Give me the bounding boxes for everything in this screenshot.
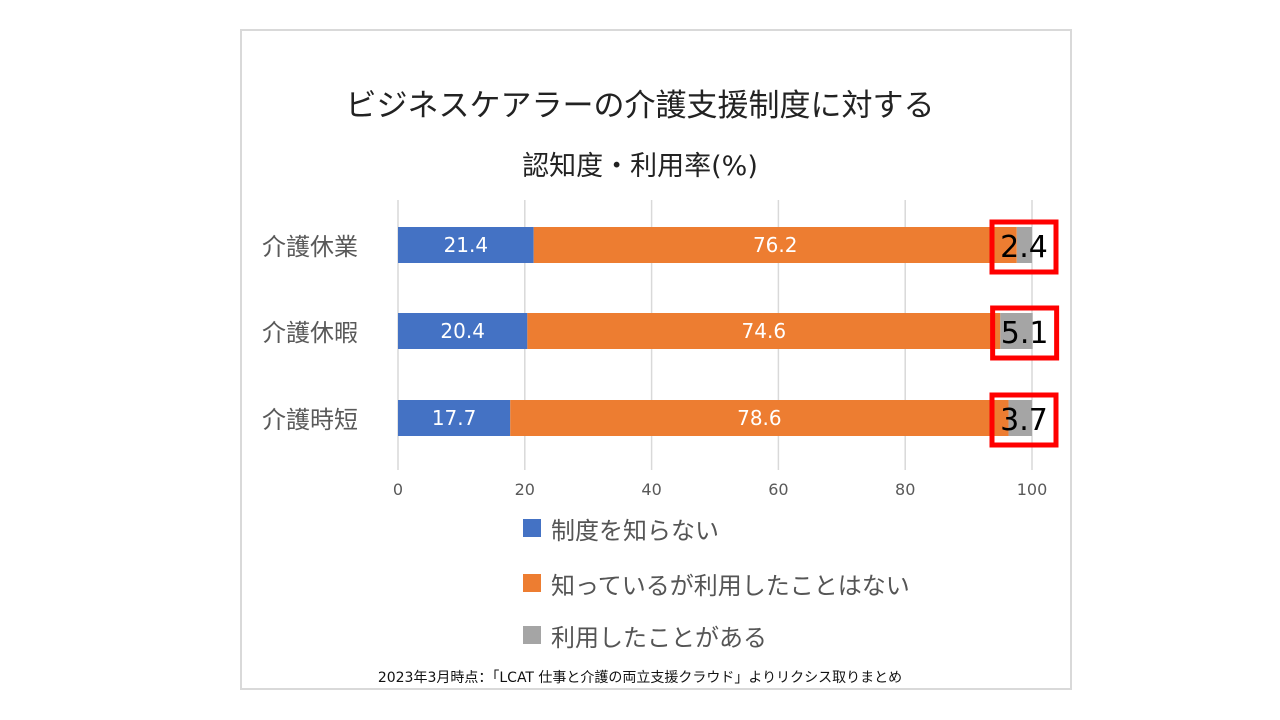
data-label-highlighted: 2.4 — [1000, 230, 1048, 265]
legend-swatch — [523, 626, 541, 644]
x-tick-label: 40 — [641, 480, 661, 499]
category-label: 介護休業 — [262, 233, 358, 261]
data-label: 74.6 — [742, 319, 787, 343]
category-label: 介護時短 — [262, 406, 358, 434]
legend-item: 制度を知らない — [523, 513, 719, 545]
chart-subtitle: 認知度・利用率(%) — [522, 151, 758, 182]
data-label-highlighted: 5.1 — [1001, 316, 1049, 351]
source-note: 2023年3月時点：「LCAT 仕事と介護の両立支援クラウド」よりリクシス取りま… — [377, 670, 903, 686]
legend-item: 知っているが利用したことはない — [523, 568, 910, 600]
bar-segment — [398, 227, 534, 263]
bar-segment — [527, 313, 1001, 349]
bar-segment — [510, 400, 1009, 436]
data-label: 21.4 — [444, 233, 489, 257]
legend-swatch — [523, 574, 541, 592]
bar-segment — [533, 227, 1017, 263]
data-label: 20.4 — [440, 319, 485, 343]
legend-label: 知っているが利用したことはない — [551, 571, 910, 600]
legend-swatch — [523, 519, 541, 537]
highlight-box — [989, 392, 1059, 448]
x-tick-label: 100 — [1017, 480, 1048, 499]
bar-segment — [1000, 313, 1033, 349]
legend-label: 制度を知らない — [551, 516, 719, 545]
highlight-box — [990, 305, 1060, 361]
x-tick-label: 0 — [393, 480, 403, 499]
bar-segment — [1016, 227, 1032, 263]
data-label: 76.2 — [753, 233, 798, 257]
highlight-box — [989, 219, 1059, 275]
x-tick-label: 80 — [895, 480, 915, 499]
bar-segment — [1008, 400, 1032, 436]
legend-item: 利用したことがある — [523, 620, 767, 652]
data-label: 78.6 — [737, 406, 782, 430]
data-label: 17.7 — [432, 406, 477, 430]
data-label-highlighted: 3.7 — [1000, 403, 1048, 438]
chart-title: ビジネスケアラーの介護支援制度に対する — [345, 88, 935, 124]
x-tick-label: 20 — [515, 480, 535, 499]
category-label: 介護休暇 — [262, 319, 358, 347]
chart-frame — [240, 29, 1072, 690]
x-tick-label: 60 — [768, 480, 788, 499]
legend-label: 利用したことがある — [551, 623, 767, 652]
bar-segment — [398, 313, 528, 349]
bar-segment — [398, 400, 511, 436]
